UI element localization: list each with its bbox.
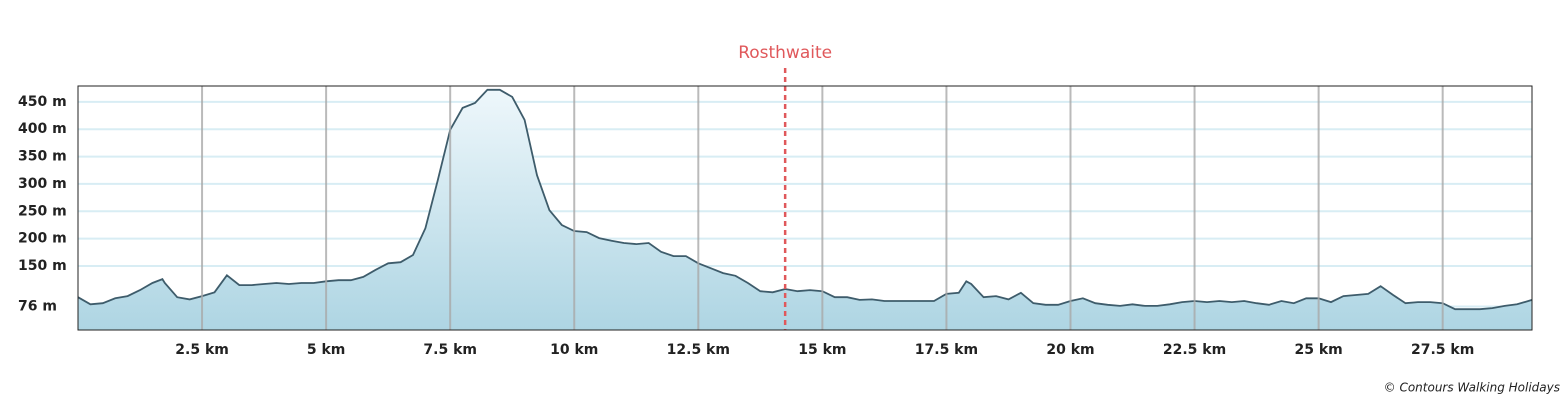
y-tick-label: 450 m bbox=[18, 94, 67, 110]
x-tick-label: 7.5 km bbox=[423, 342, 477, 358]
x-tick-label: 22.5 km bbox=[1163, 342, 1226, 358]
x-tick-label: 17.5 km bbox=[915, 342, 978, 358]
annotation-label: Rosthwaite bbox=[738, 43, 832, 63]
y-tick-label: 76 m bbox=[18, 298, 57, 314]
y-tick-label: 250 m bbox=[18, 203, 67, 219]
x-tick-label: 10 km bbox=[550, 342, 598, 358]
y-tick-label: 400 m bbox=[18, 121, 67, 137]
y-tick-label: 150 m bbox=[18, 258, 67, 274]
x-tick-label: 20 km bbox=[1046, 342, 1094, 358]
x-tick-label: 15 km bbox=[798, 342, 846, 358]
x-tick-label: 27.5 km bbox=[1411, 342, 1474, 358]
y-tick-label: 300 m bbox=[18, 176, 67, 192]
x-tick-label: 2.5 km bbox=[175, 342, 229, 358]
y-tick-label: 350 m bbox=[18, 149, 67, 165]
x-tick-label: 5 km bbox=[307, 342, 346, 358]
plot-frame bbox=[77, 85, 1533, 331]
x-tick-label: 12.5 km bbox=[667, 342, 730, 358]
area-fill bbox=[78, 89, 1532, 330]
y-tick-label: 200 m bbox=[18, 231, 67, 247]
credit: © Contours Walking Holidays bbox=[1384, 381, 1560, 395]
x-tick-label: 25 km bbox=[1294, 342, 1342, 358]
elevation-line bbox=[77, 88, 1533, 311]
